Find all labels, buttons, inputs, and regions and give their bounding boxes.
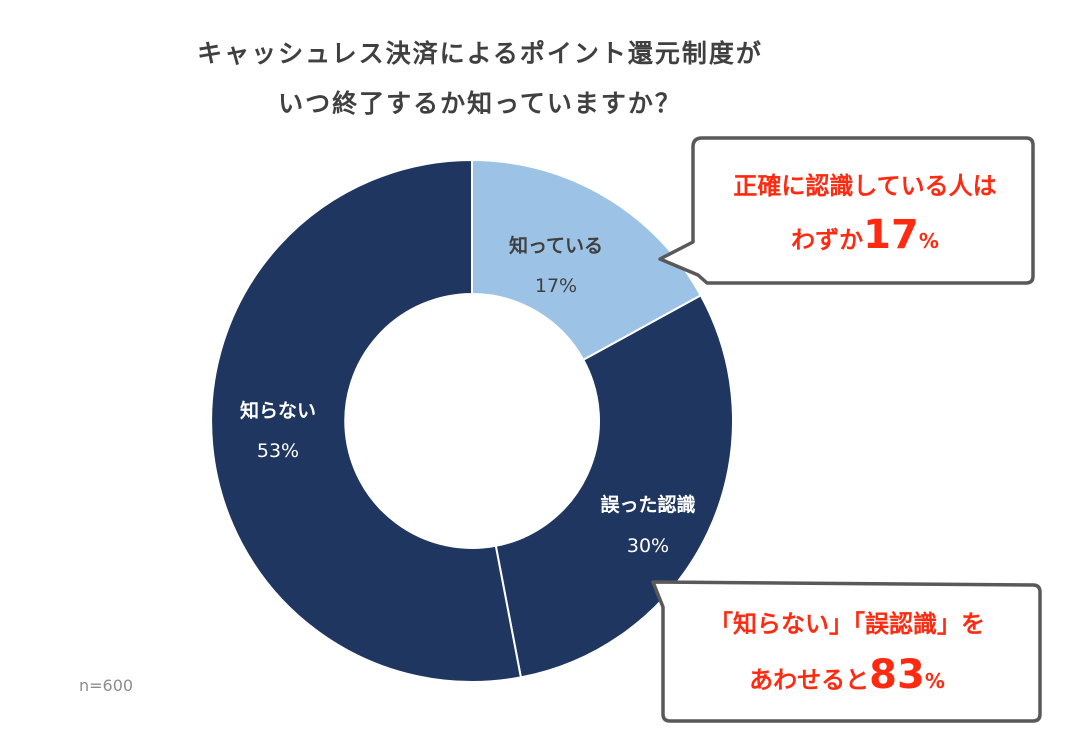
callout-combined-prefix: あわせると (749, 666, 870, 694)
segment-unaware (210, 158, 523, 683)
callout-combined-number: 83 (869, 652, 925, 698)
segment-value-unaware: 53% (257, 440, 299, 462)
sample-size-note: n=600 (79, 676, 134, 695)
callout-correct-line-1: 正確に認識している人は (733, 172, 997, 200)
segment-label-unaware: 知らない (240, 399, 316, 422)
segment-value-misunderstood: 30% (627, 535, 669, 557)
callout-combined-unit: % (924, 669, 945, 693)
callout-correct-line-2: わずか17% (700, 212, 1030, 258)
segment-label-misunderstood: 誤った認識 (600, 493, 695, 516)
callout-combined-line-1: 「知らない」「誤認識」を (709, 610, 985, 638)
callout-correct-unit: % (918, 229, 939, 253)
callout-combined-line-2: あわせると83% (672, 652, 1022, 698)
chart-title-line-1: キャッシュレス決済によるポイント還元制度が (197, 39, 763, 68)
callout-box-correct (658, 136, 1035, 285)
segment-label-knows: 知っている (509, 234, 603, 257)
callout-box-combined (651, 580, 1042, 723)
segment-value-knows: 17% (535, 275, 577, 297)
callout-correct-number: 17 (863, 212, 919, 258)
chart-title-line-2: いつ終了するか知っていますか？ (278, 89, 682, 118)
callout-correct-prefix: わずか (791, 226, 864, 254)
segment-knows (471, 158, 703, 362)
